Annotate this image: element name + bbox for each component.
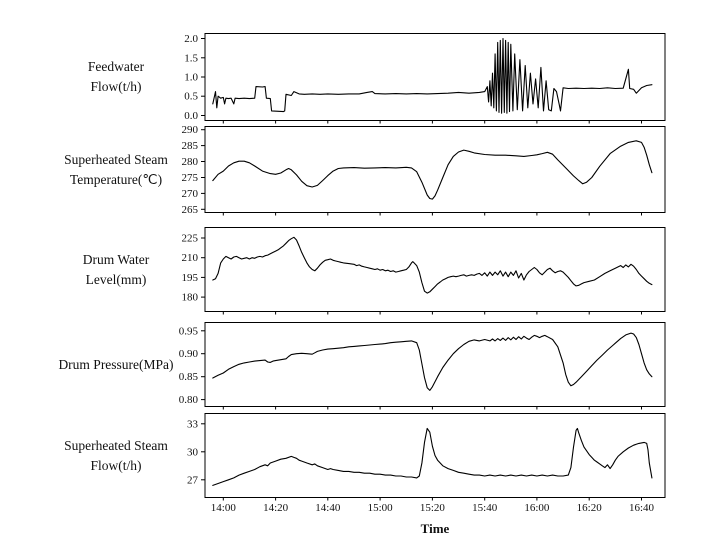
ylabel-steam-temperature: Superheated Steam Temperature(℃) bbox=[26, 126, 206, 213]
plot-steam-temperature: 265 270 275 280 285 290 bbox=[182, 124, 666, 216]
svg-text:1.0: 1.0 bbox=[184, 72, 198, 84]
svg-text:180: 180 bbox=[182, 292, 199, 304]
svg-text:290: 290 bbox=[182, 124, 199, 136]
svg-text:16:40: 16:40 bbox=[629, 502, 655, 514]
svg-text:14:00: 14:00 bbox=[211, 502, 237, 514]
svg-text:0.85: 0.85 bbox=[179, 371, 199, 383]
svg-text:1.5: 1.5 bbox=[184, 52, 198, 64]
svg-text:0.5: 0.5 bbox=[184, 91, 198, 103]
svg-text:15:20: 15:20 bbox=[420, 502, 446, 514]
ylabel-line: Feedwater bbox=[87, 59, 145, 74]
svg-text:15:40: 15:40 bbox=[472, 502, 498, 514]
svg-text:0.80: 0.80 bbox=[179, 394, 199, 406]
plot-steam-flow: 27 30 33 bbox=[187, 413, 666, 501]
svg-text:270: 270 bbox=[182, 188, 199, 200]
plot-drum-pressure: 0.80 0.85 0.90 0.95 bbox=[179, 322, 666, 410]
plot-drum-water-level: 180 195 210 225 bbox=[182, 227, 666, 315]
x-axis-labels: 14:00 14:20 14:40 15:00 15:20 15:40 16:00 16:20… bbox=[211, 502, 655, 514]
svg-text:30: 30 bbox=[187, 446, 199, 458]
svg-text:225: 225 bbox=[182, 233, 199, 245]
svg-text:210: 210 bbox=[182, 252, 199, 264]
ylabel-line: Flow(t/h) bbox=[90, 457, 142, 473]
svg-text:14:20: 14:20 bbox=[263, 502, 289, 514]
ylabel-line: Temperature(℃) bbox=[69, 171, 163, 187]
svg-text:0.90: 0.90 bbox=[179, 348, 199, 360]
svg-text:14:40: 14:40 bbox=[315, 502, 341, 514]
ylabel-steam-flow: Superheated Steam Flow(t/h) bbox=[26, 413, 206, 498]
ylabel-line: Drum Water bbox=[82, 251, 150, 267]
ylabel-line: Superheated Steam bbox=[64, 151, 168, 167]
svg-text:27: 27 bbox=[187, 474, 199, 486]
ylabel-line: Superheated Steam bbox=[64, 437, 168, 453]
svg-text:280: 280 bbox=[182, 156, 199, 168]
plot-feedwater-flow: 0.0 0.5 1.0 1.5 2.0 bbox=[184, 33, 666, 124]
svg-text:285: 285 bbox=[182, 140, 199, 152]
svg-text:195: 195 bbox=[182, 272, 199, 284]
svg-text:275: 275 bbox=[182, 172, 199, 184]
svg-text:0.0: 0.0 bbox=[184, 110, 198, 122]
svg-text:0.95: 0.95 bbox=[179, 325, 199, 337]
ylabel-drum-water-level: Drum Water Level(mm) bbox=[26, 227, 206, 312]
svg-text:16:00: 16:00 bbox=[524, 502, 550, 514]
ylabel-drum-pressure: Drum Pressure(MPa) bbox=[26, 322, 206, 407]
svg-text:265: 265 bbox=[182, 204, 199, 216]
x-axis-title: Time bbox=[420, 521, 450, 536]
ylabel-feedwater-flow: Feedwater Flow(t/h) bbox=[26, 33, 206, 121]
svg-text:15:00: 15:00 bbox=[368, 502, 394, 514]
ylabel-line: Flow(t/h) bbox=[90, 79, 142, 94]
svg-text:33: 33 bbox=[187, 418, 199, 430]
ylabel-line: Level(mm) bbox=[85, 271, 147, 287]
svg-text:16:20: 16:20 bbox=[577, 502, 603, 514]
svg-text:2.0: 2.0 bbox=[184, 33, 198, 45]
ylabel-line: Drum Pressure(MPa) bbox=[58, 356, 174, 372]
